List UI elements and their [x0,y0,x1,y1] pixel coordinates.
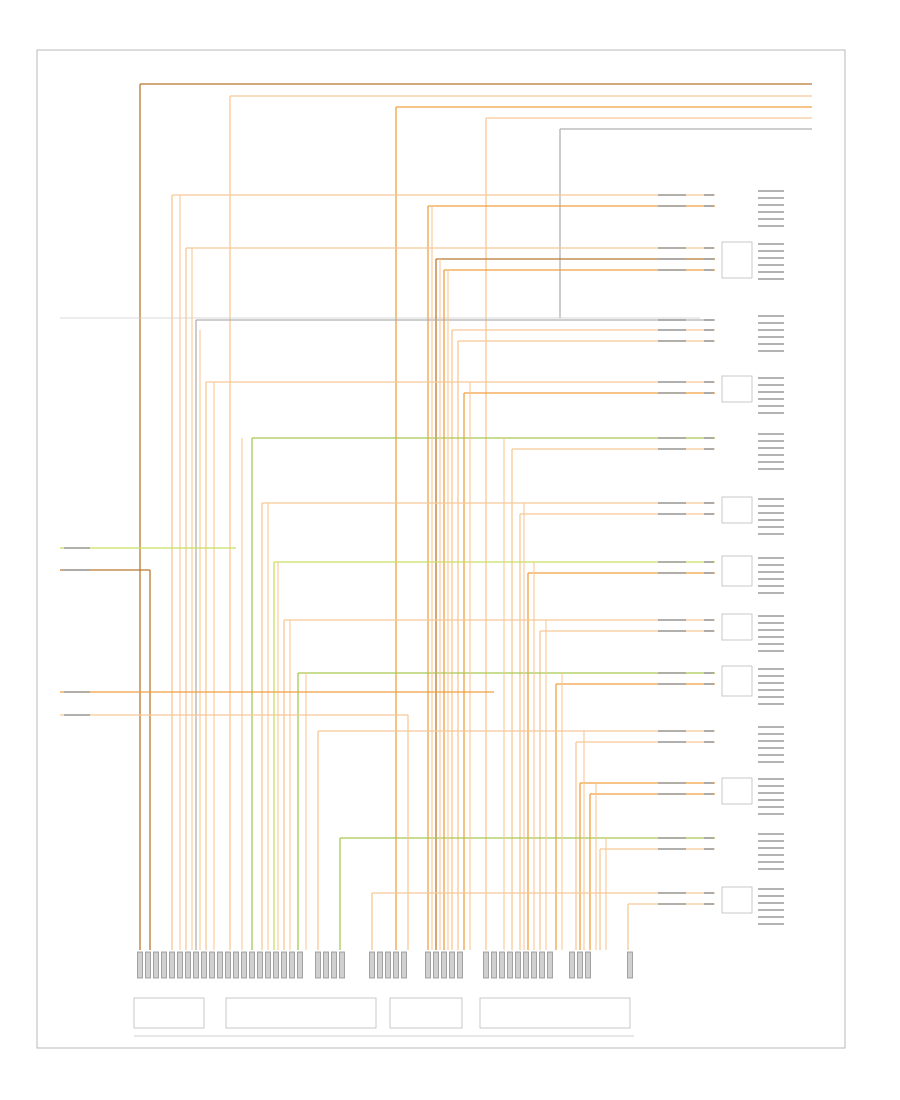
connector-pin-16 [265,951,271,979]
connector-pin-28 [393,951,399,979]
connector-pin-13 [241,951,247,979]
connector-pin-37 [499,951,505,979]
connector-pin-7 [193,951,199,979]
component-box-6 [721,496,753,524]
connector-pin-1 [145,951,151,979]
connector-pin-46 [585,951,591,979]
connector-pin-18 [281,951,287,979]
component-box-8 [721,613,753,641]
component-box-7 [721,555,753,587]
connector-pin-41 [531,951,537,979]
connector-pin-9 [209,951,215,979]
connector-pin-40 [523,951,529,979]
connector-pin-8 [201,951,207,979]
connector-pin-24 [339,951,345,979]
connector-pin-12 [233,951,239,979]
connector-pin-17 [273,951,279,979]
connector-pin-30 [425,951,431,979]
connector-pin-38 [507,951,513,979]
connector-pin-10 [217,951,223,979]
connector-pin-26 [377,951,383,979]
component-box-13 [721,886,753,914]
connector-pin-34 [457,951,463,979]
connector-block-1 [133,997,205,1029]
connector-pin-11 [225,951,231,979]
connector-pin-39 [515,951,521,979]
connector-pin-4 [169,951,175,979]
connector-block-3 [389,997,463,1029]
connector-pin-20 [297,951,303,979]
connector-pin-32 [441,951,447,979]
component-layer [721,241,753,914]
connector-pin-31 [433,951,439,979]
wire-layer [60,83,812,1037]
component-box-9 [721,665,753,697]
connector-pin-35 [483,951,489,979]
diagram-border [36,49,846,1049]
connector-pin-47 [627,951,633,979]
connector-pin-19 [289,951,295,979]
connector-pin-5 [177,951,183,979]
connector-pin-33 [449,951,455,979]
component-box-4 [721,375,753,403]
connector-pin-23 [331,951,337,979]
connector-pin-21 [315,951,321,979]
connector-pin-43 [547,951,553,979]
connector-pin-6 [185,951,191,979]
connector-pin-3 [161,951,167,979]
connector-pin-27 [385,951,391,979]
component-box-11 [721,777,753,805]
connector-block-4 [479,997,631,1029]
connector-pin-0 [137,951,143,979]
connector-pin-2 [153,951,159,979]
connector-pin-14 [249,951,255,979]
component-box-2 [721,241,753,279]
connector-pin-25 [369,951,375,979]
connector-block-2 [225,997,377,1029]
connector-pin-42 [539,951,545,979]
connector-pin-45 [577,951,583,979]
connector-pin-22 [323,951,329,979]
connector-pin-44 [569,951,575,979]
connector-layer [133,951,633,1029]
connector-pin-29 [401,951,407,979]
connector-pin-36 [491,951,497,979]
label-layer [64,190,784,925]
connector-pin-15 [257,951,263,979]
